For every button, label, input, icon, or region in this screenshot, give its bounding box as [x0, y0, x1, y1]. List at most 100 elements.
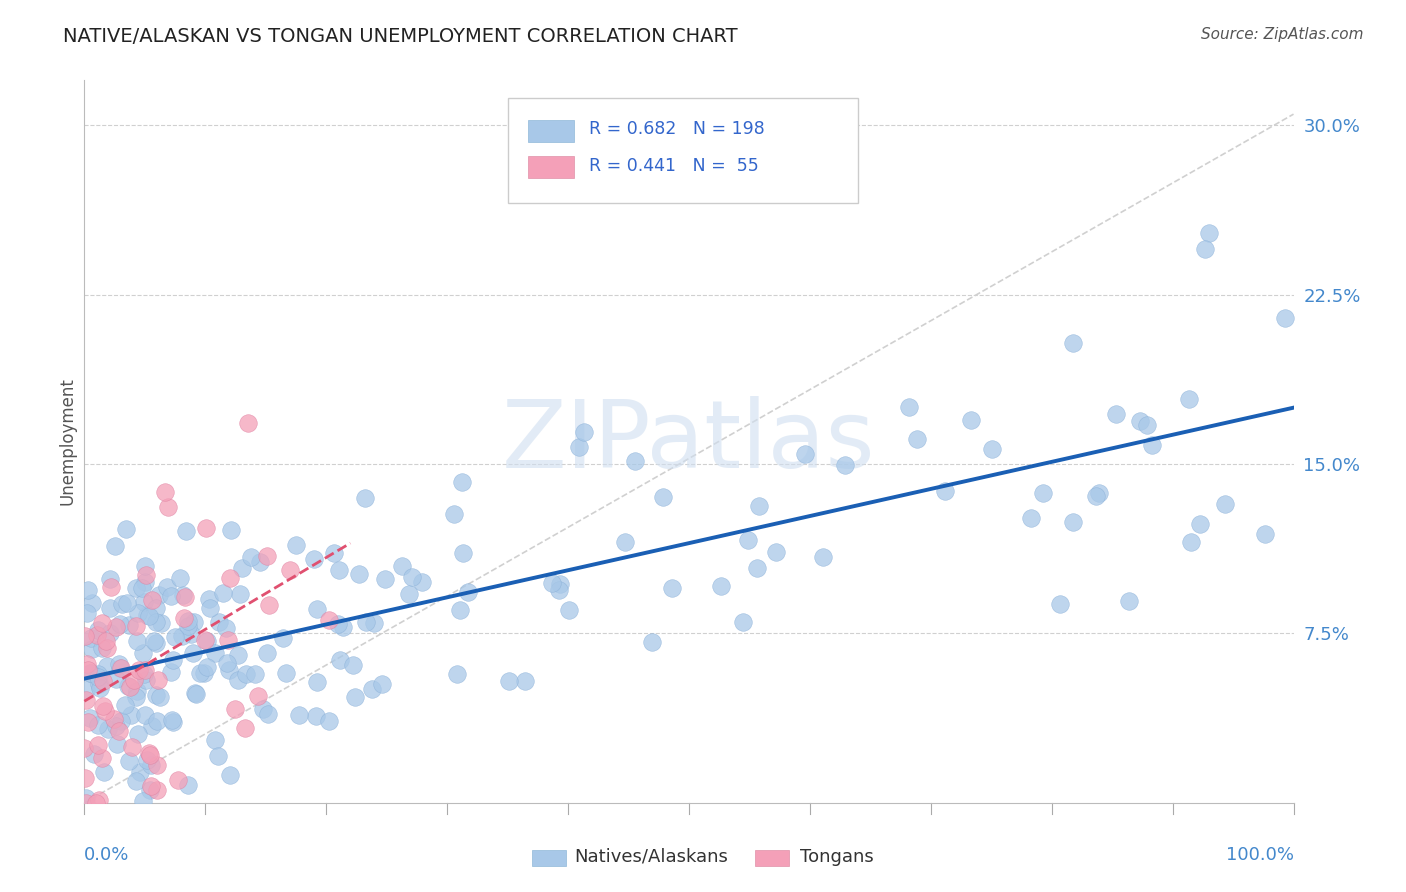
Point: [177, 615, 200, 629]
Point: [195, 521, 218, 535]
Point: [193, 666, 215, 681]
Point: [323, 546, 346, 560]
Point: [748, 499, 770, 513]
Point: [135, 753, 157, 767]
Point: [160, 665, 183, 680]
Point: [108, 657, 131, 672]
Point: [249, 555, 271, 569]
Point: [183, 615, 205, 629]
Point: [111, 597, 134, 611]
Point: [80, 642, 103, 657]
Point: [160, 589, 183, 603]
Point: [354, 615, 377, 630]
Point: [87, 624, 110, 638]
Point: [195, 660, 218, 674]
Point: [614, 534, 637, 549]
Point: [318, 714, 340, 729]
Point: [318, 613, 340, 627]
Point: [449, 602, 471, 616]
Point: [180, 627, 202, 641]
Point: [141, 593, 163, 607]
Point: [342, 657, 364, 672]
Point: [146, 758, 169, 772]
Point: [326, 616, 349, 631]
Point: [87, 717, 110, 731]
Point: [446, 666, 468, 681]
Point: [98, 625, 121, 640]
Point: [574, 425, 596, 440]
Point: [138, 782, 160, 797]
Point: [745, 561, 768, 575]
Point: [1062, 336, 1084, 351]
Point: [118, 618, 141, 632]
Point: [162, 714, 184, 728]
Point: [256, 646, 278, 660]
Point: [960, 413, 983, 427]
Point: [148, 589, 170, 603]
Point: [134, 663, 156, 677]
Point: [371, 677, 394, 691]
Point: [215, 621, 238, 635]
Point: [91, 615, 114, 630]
Point: [1032, 485, 1054, 500]
Point: [274, 666, 297, 681]
Point: [83, 747, 105, 761]
Point: [149, 690, 172, 704]
Point: [131, 793, 153, 807]
Point: [219, 523, 242, 537]
Point: [73, 771, 96, 785]
Point: [75, 791, 97, 805]
Point: [98, 572, 121, 586]
Point: [195, 634, 218, 648]
Point: [87, 738, 110, 752]
Point: [451, 475, 474, 489]
Point: [1129, 415, 1152, 429]
Point: [73, 741, 96, 756]
Bar: [529, 120, 574, 142]
Point: [256, 549, 278, 563]
Point: [132, 595, 155, 609]
Point: [162, 715, 184, 730]
Point: [305, 709, 328, 723]
Point: [136, 607, 159, 622]
Point: [765, 545, 787, 559]
Point: [86, 628, 108, 642]
Point: [548, 576, 571, 591]
Text: ZIPatlas: ZIPatlas: [502, 395, 876, 488]
Point: [117, 679, 139, 693]
Point: [305, 602, 328, 616]
Point: [1198, 226, 1220, 240]
Point: [128, 663, 150, 677]
Point: [79, 710, 101, 724]
Point: [737, 533, 759, 547]
Point: [104, 620, 127, 634]
Point: [94, 634, 117, 648]
Point: [1189, 517, 1212, 532]
Point: [155, 580, 177, 594]
Point: [80, 596, 103, 610]
Point: [135, 673, 157, 688]
Point: [135, 568, 157, 582]
FancyBboxPatch shape: [508, 98, 858, 203]
Point: [145, 600, 167, 615]
Point: [197, 592, 219, 607]
Point: [329, 653, 352, 667]
Point: [122, 673, 145, 688]
Point: [173, 588, 195, 602]
Point: [141, 758, 163, 772]
Point: [457, 585, 479, 599]
Point: [118, 680, 141, 694]
Point: [451, 546, 474, 560]
Point: [96, 641, 118, 656]
Text: NATIVE/ALASKAN VS TONGAN UNEMPLOYMENT CORRELATION CHART: NATIVE/ALASKAN VS TONGAN UNEMPLOYMENT CO…: [63, 27, 738, 45]
Point: [138, 746, 160, 760]
Point: [100, 580, 122, 594]
Point: [186, 687, 208, 701]
Point: [79, 666, 101, 681]
Point: [103, 712, 125, 726]
Point: [207, 615, 229, 630]
Point: [217, 633, 239, 648]
Point: [980, 442, 1002, 456]
Text: R = 0.441   N =  55: R = 0.441 N = 55: [589, 156, 758, 175]
Point: [104, 719, 127, 733]
